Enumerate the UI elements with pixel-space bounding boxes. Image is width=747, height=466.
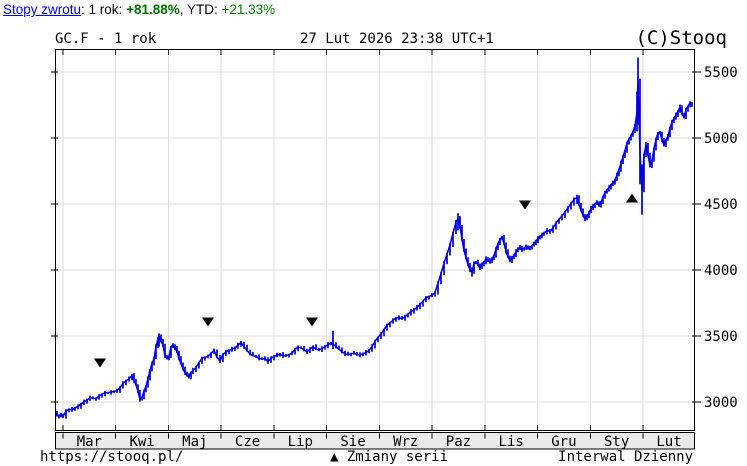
returns-ytd-label: , YTD:	[179, 2, 222, 17]
returns-period-label: : 1 rok:	[81, 2, 127, 17]
chart-timestamp: 27 Lut 2026 23:38 UTC+1	[300, 31, 494, 47]
returns-bar: Stopy zwrotu: 1 rok: +81.88%, YTD: +21.3…	[3, 2, 275, 17]
y-tick-label: 4500	[704, 197, 738, 213]
month-strip	[55, 432, 695, 450]
month-label: Maj	[182, 434, 207, 450]
month-label: Wrz	[393, 434, 418, 450]
series-change-legend-label: Zmiany serii	[338, 449, 449, 465]
series-change-marker	[202, 317, 214, 327]
y-tick-label: 3000	[704, 395, 738, 411]
returns-ytd-value: +21.33%	[221, 2, 276, 17]
series-change-marker	[519, 200, 531, 210]
month-label: Sty	[604, 434, 629, 450]
y-tick-label: 5000	[704, 131, 738, 147]
month-label: Sie	[340, 434, 365, 450]
returns-link[interactable]: Stopy zwrotu	[3, 2, 82, 17]
month-label: Kwi	[129, 434, 154, 450]
price-line	[55, 78, 693, 418]
month-label: Paz	[446, 434, 471, 450]
month-label: Gru	[551, 434, 576, 450]
y-tick-label: 4000	[704, 263, 738, 279]
series-change-marker	[94, 358, 106, 368]
y-tick-label: 3500	[704, 329, 738, 345]
interval-label: Interwal Dzienny	[558, 449, 693, 465]
month-label: Cze	[235, 434, 260, 450]
month-label: Lip	[288, 434, 313, 450]
series-change-marker	[626, 193, 638, 203]
month-label: Lis	[499, 434, 524, 450]
chart-copyright: (C)Stooq	[635, 27, 727, 49]
y-tick-label: 5500	[704, 65, 738, 81]
series-change-marker	[306, 317, 318, 327]
month-label: Mar	[77, 434, 102, 450]
month-label: Lut	[656, 434, 681, 450]
triangle-up-icon: ▲	[330, 449, 339, 465]
footer-url: https://stooq.pl/	[40, 449, 184, 465]
returns-period-value: +81.88%	[126, 2, 180, 17]
series-change-legend: ▲ Zmiany serii	[330, 449, 448, 465]
plot-frame	[55, 49, 695, 431]
chart-title: GC.F - 1 rok	[55, 31, 157, 47]
plot-background	[55, 49, 695, 431]
